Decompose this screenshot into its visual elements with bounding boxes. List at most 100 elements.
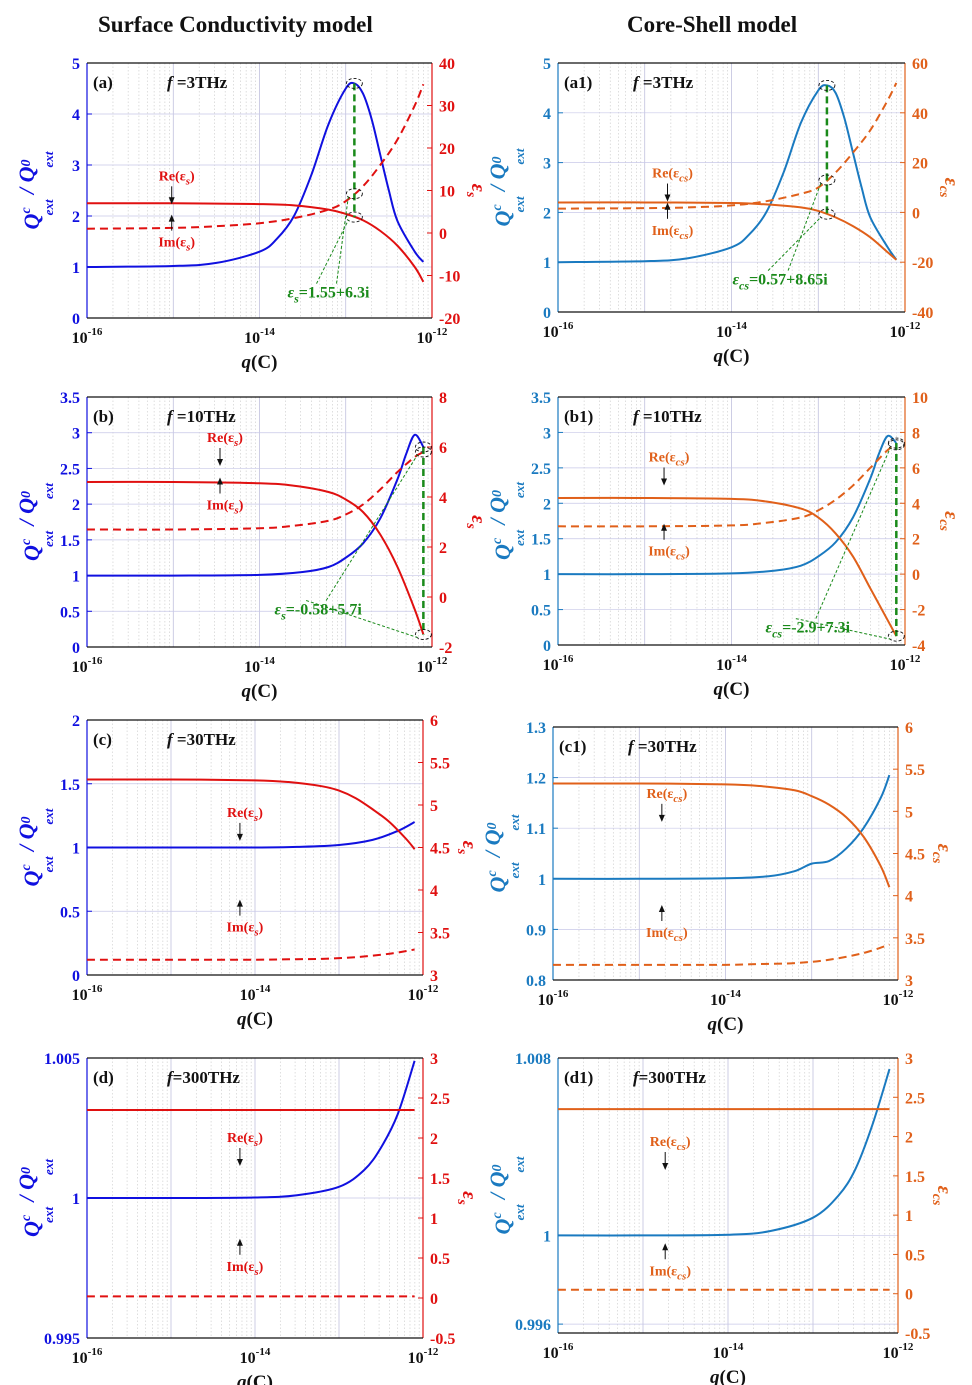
x-tick-label: 10-16 [72,1346,103,1367]
y-tick-label: 2 [72,497,80,514]
y-tick-label: 0.995 [44,1331,80,1348]
im-circle [887,439,905,451]
y-tick-label: 1 [543,567,551,584]
y2-tick-label: -0.5 [905,1326,930,1343]
re-annotation: Re(εs) [159,169,195,187]
y-tick-label: 0.996 [515,1317,551,1334]
series-line-1 [86,202,425,283]
y2-tick-label: 1 [430,1211,438,1228]
x-tick-label: 10-16 [543,653,574,674]
y-tick-label: 0.5 [60,604,80,621]
x-tick-label: 10-14 [716,653,747,674]
y-tick-label: 0 [72,968,80,985]
frequency-label: f =3THz [167,73,228,92]
x-tick-label: 10-16 [538,988,569,1009]
y2-tick-label: 4 [430,883,438,900]
im-annotation: Im(εs) [227,921,264,939]
series-line-0 [557,1068,891,1237]
re-annotation: Re(εcs) [650,1135,691,1153]
x-tick-label: 10-14 [240,1346,271,1367]
series-line-1 [557,201,897,261]
x-tick-label: 10-12 [883,988,914,1009]
im-arrow-head [168,214,175,222]
y2-tick-label: 8 [439,390,447,407]
y2-tick-label: 40 [439,56,455,73]
re-arrow-head [236,1159,243,1166]
peak-circle [414,441,432,453]
im-annotation: Im(εcs) [646,926,688,944]
y2-tick-label: 3 [905,973,913,990]
y2-axis-label: εs [454,1191,480,1205]
im-circle [818,174,836,186]
y-tick-label: 4 [72,107,80,124]
series-line-0 [557,84,898,264]
x-tick-label: 10-14 [244,655,275,676]
y2-axis-label: εcs [936,511,962,531]
point-pointer [316,219,349,284]
series-line-2 [86,83,425,230]
y2-tick-label: 20 [912,156,928,173]
y-axis-label: Qc ext / Q0 ext [14,808,56,886]
im-annotation: Im(εcs) [649,1264,691,1282]
y2-tick-label: -0.5 [430,1331,455,1348]
x-tick-label: 10-16 [543,1341,574,1362]
y-tick-label: 1.005 [44,1051,80,1068]
point-annotation: εcs=0.57+8.65i [732,272,828,293]
y2-tick-label: 2.5 [905,1090,925,1107]
series-line-1 [552,782,891,888]
y2-tick-label: 4 [439,490,447,507]
y2-tick-label: 0.5 [430,1251,450,1268]
series-line-0 [86,1060,416,1200]
y-tick-label: 2 [543,496,551,513]
y-axis-label: Qc ext / Q0 ext [485,148,527,226]
series-line-0 [86,821,416,849]
x-tick-label: 10-12 [890,320,921,341]
y2-tick-label: 3 [430,1051,438,1068]
y-tick-label: 1 [543,1228,551,1245]
y2-tick-label: -20 [912,255,933,272]
y2-tick-label: 0 [430,1291,438,1308]
re-circle [414,629,432,640]
series-line-0 [86,81,425,268]
y2-tick-label: 40 [912,106,928,123]
y2-tick-label: 4.5 [430,841,450,858]
y-tick-label: 1.008 [515,1051,551,1068]
panel-c1: 10-16 10-14 10-12 0.8 0.9 1 1.1 1.2 1.3 3 3.5 4 4.5 5… [480,720,955,1035]
y-tick-label: 3 [72,158,80,175]
y2-tick-label: 3.5 [905,931,925,948]
y2-axis-label: εcs [929,1186,955,1206]
re-arrow-head [662,1163,669,1170]
point-pointer [767,216,822,271]
frequency-label: f =10THz [633,407,702,426]
panel-label: (d1) [564,1068,593,1087]
y2-tick-label: 4 [905,889,913,906]
x-axis-label: q(C) [710,1367,746,1385]
peak-circle [818,79,836,91]
y2-tick-label: 2 [912,532,920,549]
y-tick-label: 1.3 [526,720,546,737]
y2-tick-label: 10 [439,184,455,201]
re-annotation: Re(εcs) [652,167,693,185]
y-tick-label: 1.5 [60,533,80,550]
y-axis-label: Qc ext / Q0 ext [14,483,56,561]
y-tick-label: 1 [538,872,546,889]
y-tick-label: 2 [72,713,80,730]
y-axis-label: Qc ext / Q0 ext [485,1156,527,1234]
re-annotation: Re(εs) [227,1131,263,1149]
y2-tick-label: 3 [430,968,438,985]
frequency-label: f =30THz [628,737,697,756]
x-axis-label: q(C) [242,352,278,373]
point-annotation: εs=1.55+6.3i [288,285,370,306]
x-tick-label: 10-16 [72,983,103,1004]
frequency-label: f =10THz [167,407,236,426]
panel-c: 10-16 10-14 10-12 0 0.5 1 1.5 2 3 3.5 4 4.5 5 5.5 6 (c)… [14,713,480,1030]
y2-axis-label: εs [463,184,489,198]
y2-axis-label: εs [454,841,480,855]
im-arrow-head [658,904,665,912]
point-pointer [787,182,822,271]
x-tick-label: 10-12 [417,326,448,347]
y2-tick-label: -40 [912,305,933,322]
y2-tick-label: 0.5 [905,1247,925,1264]
y2-tick-label: 30 [439,99,455,116]
y-tick-label: 3 [543,425,551,442]
